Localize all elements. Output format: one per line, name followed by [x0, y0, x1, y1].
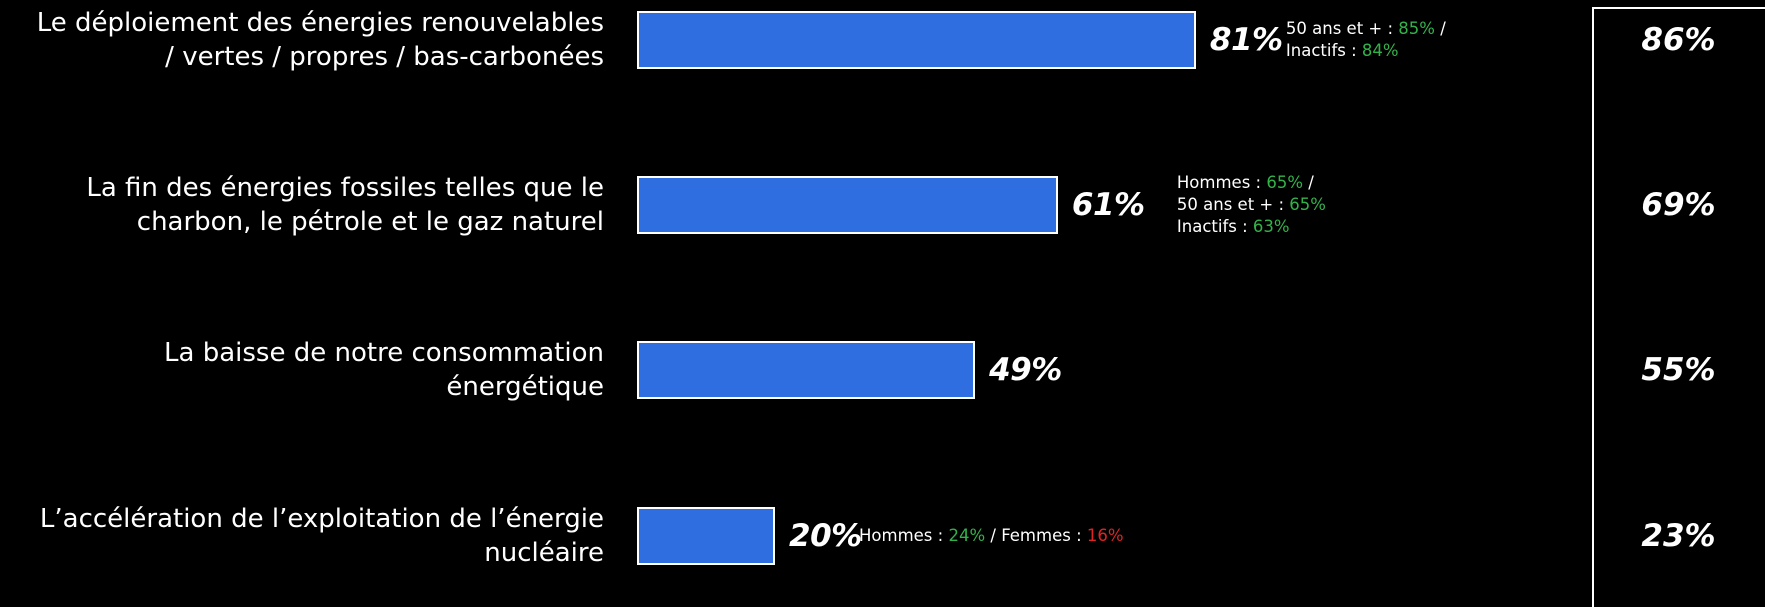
category-label-line: énergétique: [446, 372, 604, 402]
subgroup-text: Hommes :: [859, 526, 949, 545]
side-value-label: 23%: [1641, 518, 1716, 554]
bar-row: La fin des énergies fossiles telles que …: [0, 160, 1765, 250]
category-label: La fin des énergies fossiles telles que …: [0, 171, 604, 239]
subgroup-value: 24%: [948, 526, 986, 545]
side-value-label: 69%: [1641, 187, 1716, 223]
subgroup-note-line: Inactifs : 84%: [1286, 40, 1446, 62]
subgroup-text: 50 ans et + :: [1285, 19, 1399, 38]
category-label-line: Le déploiement des énergies renouvelable…: [36, 8, 604, 38]
subgroup-value: 85%: [1398, 19, 1435, 38]
subgroup-value: 65%: [1266, 173, 1304, 192]
value-label: 20%: [789, 518, 862, 554]
category-label: La baisse de notre consommation énergétiq…: [0, 336, 604, 404]
category-label: Le déploiement des énergies renouvelable…: [0, 6, 604, 74]
subgroup-text: /: [1303, 173, 1314, 192]
subgroup-note: Hommes : 65% /50 ans et + : 65% Inactifs …: [1177, 172, 1326, 238]
subgroup-note-line: 50 ans et + : 85% /: [1286, 18, 1446, 40]
value-label: 81%: [1209, 22, 1283, 58]
subgroup-value: 65%: [1289, 195, 1326, 214]
value-label: 49%: [989, 352, 1062, 388]
subgroup-text: / Femmes :: [985, 526, 1087, 545]
bar: [637, 507, 775, 565]
subgroup-text: Inactifs :: [1176, 217, 1253, 236]
bar-row: L’accélération de l’exploitation de l’én…: [0, 491, 1765, 581]
bar: [637, 11, 1196, 69]
category-label-line: nucléaire: [484, 538, 604, 568]
bar-row: La baisse de notre consommation énergétiq…: [0, 325, 1765, 415]
subgroup-note-line: Hommes : 24% / Femmes : 16%: [859, 525, 1124, 547]
bar-row: Le déploiement des énergies renouvelable…: [0, 0, 1765, 85]
subgroup-note-line: Hommes : 65% /: [1177, 172, 1326, 194]
subgroup-text: 50 ans et + :: [1176, 195, 1290, 214]
subgroup-value: 16%: [1086, 526, 1124, 545]
category-label: L’accélération de l’exploitation de l’én…: [0, 502, 604, 570]
subgroup-value: 63%: [1252, 217, 1290, 236]
subgroup-text: Hommes :: [1176, 173, 1267, 192]
side-value-label: 86%: [1641, 22, 1716, 58]
side-panel: [1592, 7, 1765, 607]
value-label: 61%: [1071, 187, 1145, 223]
subgroup-text: Inactifs :: [1285, 41, 1362, 60]
category-label-line: / vertes / propres / bas-carbonées: [165, 42, 604, 72]
category-label-line: charbon, le pétrole et le gaz naturel: [136, 207, 604, 237]
category-label-line: La fin des énergies fossiles telles que …: [86, 173, 604, 203]
bar: [637, 341, 976, 399]
category-label-line: L’accélération de l’exploitation de l’én…: [39, 504, 604, 534]
subgroup-note: 50 ans et + : 85% / Inactifs : 84%: [1286, 18, 1446, 62]
subgroup-note-line: 50 ans et + : 65%: [1177, 194, 1326, 216]
bar: [637, 176, 1058, 234]
subgroup-text: /: [1434, 19, 1446, 38]
category-label-line: La baisse de notre consommation: [164, 338, 604, 368]
subgroup-note: Hommes : 24% / Femmes : 16%: [859, 525, 1124, 547]
subgroup-note-line: Inactifs : 63%: [1177, 216, 1326, 238]
side-value-label: 55%: [1641, 352, 1716, 388]
subgroup-value: 84%: [1361, 41, 1399, 60]
